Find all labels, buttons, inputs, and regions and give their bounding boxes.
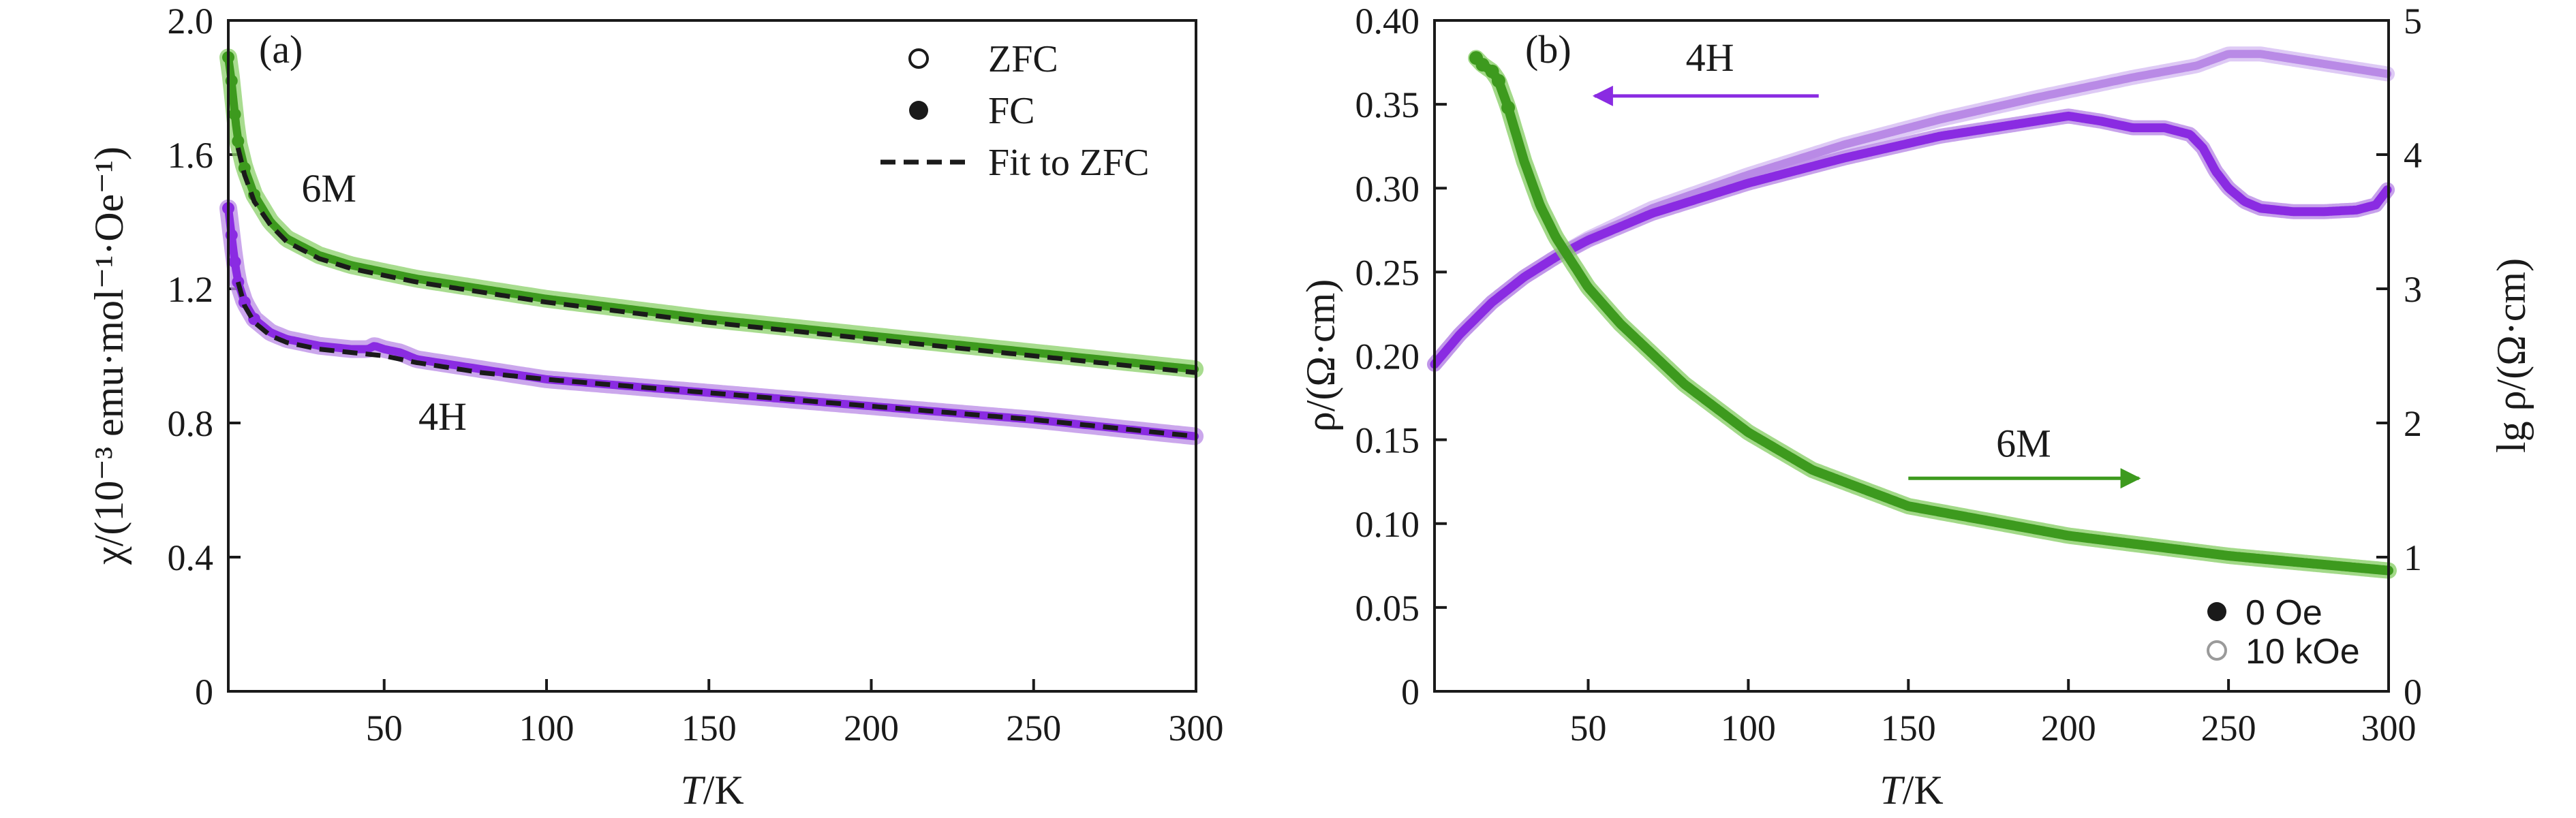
chart-b-annotations: 4H 6M — [1592, 35, 2141, 489]
data-point — [232, 135, 245, 148]
y-left-tick-label: 0.10 — [1355, 504, 1420, 545]
y-right-tick-label: 2 — [2404, 403, 2422, 444]
data-point — [238, 296, 251, 309]
x-axis-unit: /K — [703, 768, 744, 813]
fit-line — [235, 147, 1197, 375]
data-point — [1501, 101, 1516, 115]
chart-a-panel-label: (a) — [259, 27, 303, 72]
data-point — [1475, 58, 1490, 72]
series-band — [1427, 108, 2395, 372]
x-tick-label: 50 — [1570, 708, 1607, 749]
y-tick-label: 0.8 — [168, 403, 214, 444]
y-right-tick-label: 0 — [2404, 672, 2422, 712]
x-tick-label: 200 — [844, 708, 899, 749]
legend-fc-label: FC — [988, 90, 1035, 132]
chart-b-y-right-axis-title: lg ρ/(Ω·cm) — [2489, 258, 2534, 453]
legend-0oe-marker — [2207, 602, 2226, 621]
y-tick-label: 0 — [195, 672, 213, 712]
y-tick-label: 1.2 — [168, 269, 214, 310]
x-tick-label: 150 — [681, 708, 737, 749]
x-axis-unit: /K — [1903, 768, 1944, 813]
chart-b-y-left-axis-title: ρ/(Ω·cm) — [1298, 279, 1343, 432]
fit-line — [235, 281, 1197, 439]
data-point — [228, 255, 241, 268]
chart-a-ticks: 50 100 150 200 250 300 0 0.4 0.8 1.2 1.6 2.0 — [168, 1, 1224, 749]
x-tick-label: 150 — [1881, 708, 1936, 749]
chart-a-x-axis-title: T/K — [680, 768, 743, 813]
x-tick-label: 200 — [2041, 708, 2096, 749]
y-left-tick-label: 0.15 — [1355, 420, 1420, 461]
x-tick-label: 50 — [366, 708, 403, 749]
y-tick-label: 1.6 — [168, 135, 214, 176]
chart-a-y-axis-title: χ/(10⁻³ emu·mol⁻¹·Oe⁻¹) — [87, 146, 132, 565]
chart-b-ticks: 50 100 150 200 250 30000.050.100.150.200.250.… — [1355, 1, 2423, 749]
legend-fc-marker — [909, 101, 928, 120]
y-left-tick-label: 0.30 — [1355, 168, 1420, 209]
x-tick-label: 100 — [519, 708, 574, 749]
x-tick-label: 100 — [1721, 708, 1776, 749]
chart-a-annotations: 6M 4H — [301, 166, 467, 439]
chart-a-legend: ZFC FC Fit to ZFC — [880, 38, 1150, 184]
legend-fit-label: Fit to ZFC — [988, 142, 1150, 184]
x-axis-variable: T — [1880, 768, 1905, 813]
legend-0oe-label: 0 Oe — [2245, 593, 2322, 633]
chart-a-series — [219, 48, 1204, 445]
y-left-tick-label: 0.05 — [1355, 588, 1420, 629]
x-axis-variable: T — [680, 768, 705, 813]
y-tick-label: 2.0 — [168, 1, 214, 42]
series-line — [224, 53, 1199, 373]
y-right-tick-label: 4 — [2404, 135, 2422, 176]
chart-panel-b: 50 100 150 200 250 30000.050.100.150.200.250.… — [1298, 1, 2534, 813]
legend-zfc-label: ZFC — [988, 38, 1058, 80]
legend-10koe-label: 10 kOe — [2245, 632, 2360, 672]
series-annotation: 4H — [418, 394, 467, 439]
series-annotation: 6M — [301, 166, 356, 210]
y-tick-label: 0.4 — [168, 537, 214, 578]
chart-b-panel-label: (b) — [1525, 27, 1571, 72]
x-tick-label: 250 — [1006, 708, 1061, 749]
series-line — [1471, 53, 2393, 576]
series-line — [1430, 111, 2392, 369]
y-left-tick-label: 0.35 — [1355, 84, 1420, 125]
chart-panel-a: 50 100 150 200 250 300 0 0.4 0.8 1.2 1.6 2.0 (a) 6M… — [87, 1, 1224, 813]
chart-b-legend: 0 Oe 10 kOe — [2207, 593, 2360, 672]
data-point — [228, 108, 241, 121]
y-left-tick-label: 0.25 — [1355, 252, 1420, 293]
chart-b-frame — [1433, 19, 2390, 693]
y-left-tick-label: 0.40 — [1355, 1, 1420, 42]
chart-a-frame — [227, 19, 1197, 693]
x-tick-label: 250 — [2201, 708, 2256, 749]
chart-b-series — [1427, 46, 2397, 579]
data-point — [1491, 74, 1505, 88]
y-right-tick-label: 1 — [2404, 537, 2422, 578]
x-tick-label: 300 — [2361, 708, 2417, 749]
legend-10koe-marker — [2207, 640, 2227, 661]
legend-zfc-marker — [908, 48, 929, 69]
y-right-tick-label: 5 — [2404, 1, 2422, 42]
x-tick-label: 300 — [1169, 708, 1224, 749]
series-annotation: 4H — [1686, 35, 1734, 80]
y-left-tick-label: 0.20 — [1355, 336, 1420, 377]
series-annotation: 6M — [1996, 421, 2051, 465]
chart-b-x-axis-title: T/K — [1880, 768, 1943, 813]
y-left-tick-label: 0 — [1401, 672, 1420, 712]
y-right-tick-label: 3 — [2404, 269, 2422, 310]
